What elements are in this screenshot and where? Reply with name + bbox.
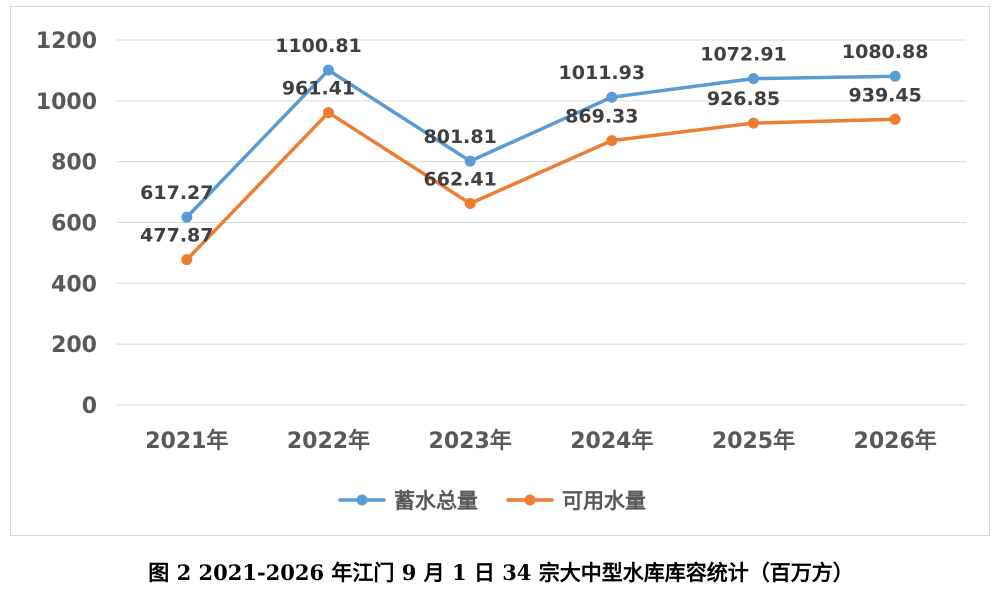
data-point [323,107,334,119]
data-label: 1011.93 [559,62,646,84]
x-axis-ticks: 2021年 2022年 2023年 2024年 2025年 2026年 [145,428,937,454]
data-label: 801.81 [424,126,497,148]
y-tick-label: 800 [51,151,97,176]
data-label: 926.85 [707,88,780,110]
y-tick-label: 1000 [36,90,97,115]
data-point [464,198,476,210]
y-axis-ticks: 0 200 400 600 800 1000 1200 [36,29,97,419]
x-tick-label: 2023年 [429,428,512,454]
gridlines [116,39,966,406]
data-point [889,113,901,125]
data-point [323,64,334,76]
data-point [181,211,193,223]
y-tick-label: 1200 [36,29,97,54]
data-label: 1080.88 [842,41,929,63]
legend-swatch-marker [524,494,536,506]
data-point [181,254,193,266]
y-tick-label: 200 [51,333,97,358]
data-label: 617.27 [140,182,213,204]
y-tick-label: 400 [51,272,97,297]
series-lines [181,64,901,266]
data-labels: 617.27 1100.81 801.81 1011.93 1072.91 1080.88… [140,35,928,246]
data-label: 477.87 [140,225,213,247]
legend-swatch-marker [356,494,368,506]
legend: 蓄水总量 可用水量 [338,489,646,513]
figure-caption: 图 2 2021-2026 年江门 9 月 1 日 34 宗大中型水库库容统计（… [148,560,854,585]
y-tick-label: 0 [82,394,97,419]
data-label: 939.45 [849,84,922,106]
x-tick-label: 2021年 [145,428,228,454]
chart-frame: 0 200 400 600 800 1000 1200 2021年 2022年 2023年 202… [10,6,990,536]
data-label: 1072.91 [700,44,787,66]
data-point [606,135,618,147]
series-line [185,68,897,219]
x-tick-label: 2022年 [287,428,370,454]
x-tick-label: 2024年 [570,428,653,454]
data-point [606,91,618,103]
data-label: 1100.81 [275,35,362,57]
y-tick-label: 600 [51,212,97,237]
data-label: 869.33 [565,106,638,128]
data-label: 961.41 [282,78,355,100]
data-label: 662.41 [424,169,497,191]
data-point [889,70,901,82]
x-tick-label: 2026年 [854,428,937,454]
data-point [748,73,759,85]
data-point [748,117,759,129]
legend-label: 蓄水总量 [394,489,478,513]
series-line [185,110,897,262]
legend-label: 可用水量 [562,489,646,513]
x-tick-label: 2025年 [712,428,795,454]
data-point [464,155,476,167]
